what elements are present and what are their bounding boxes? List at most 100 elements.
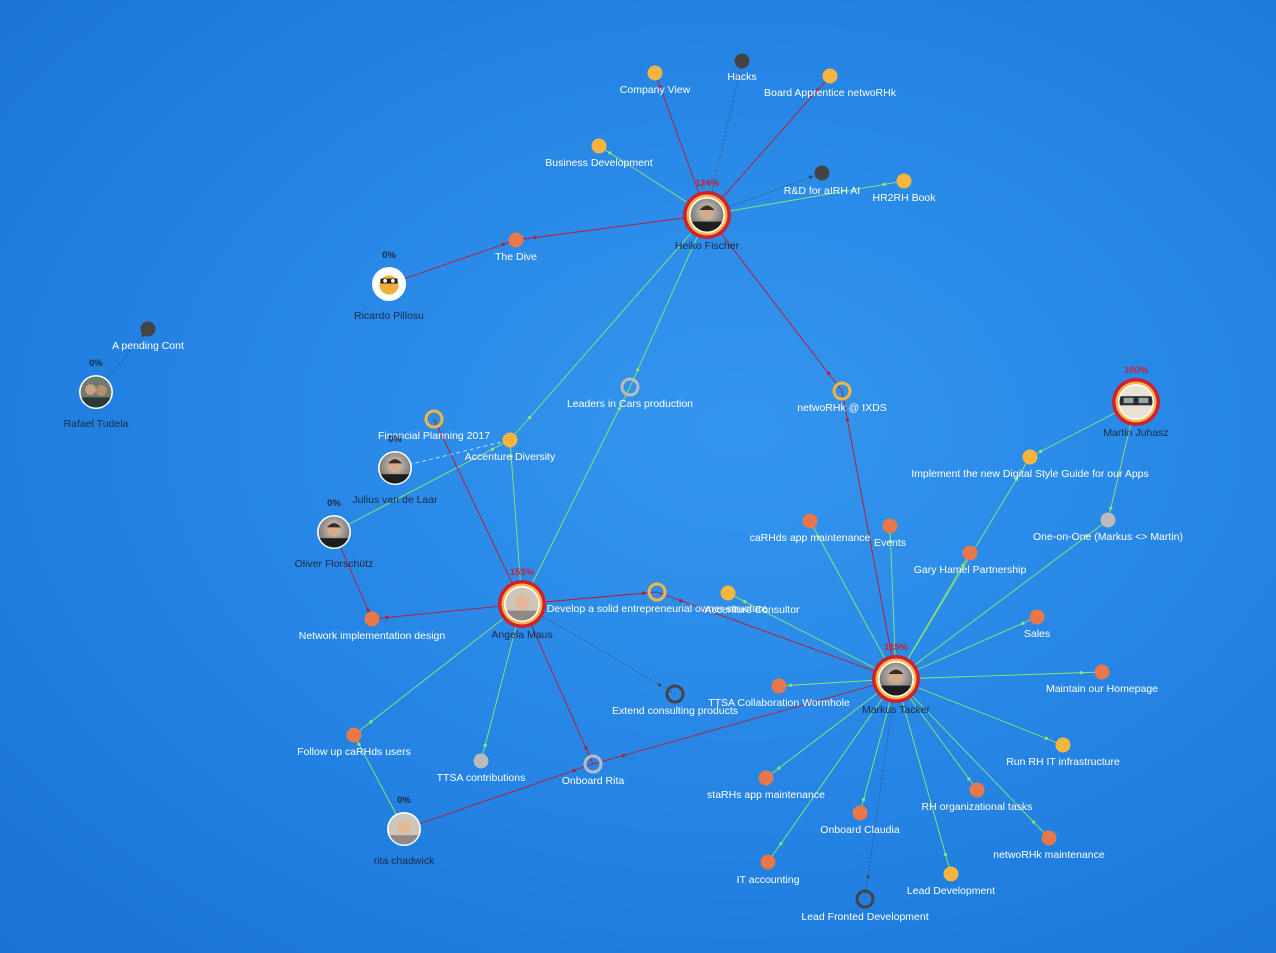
task-label: TTSA contributions <box>437 772 526 784</box>
person-node-martin[interactable]: 100% Martin Juhasz <box>1103 365 1168 439</box>
task-node-rd-airh[interactable]: R&D for aIRH AI <box>784 165 860 198</box>
task-node-acc-div[interactable]: Accenture Diversity <box>465 432 556 464</box>
task-dot-icon <box>1029 609 1045 625</box>
task-label: Business Development <box>545 157 652 169</box>
task-dot-icon <box>1094 664 1110 680</box>
task-node-ixds[interactable]: netwoRHk @ IXDS <box>797 381 887 414</box>
edge-marker <box>845 418 850 422</box>
task-label: Run RH IT infrastructure <box>1006 756 1120 768</box>
task-label: TTSA Collaboration Wormhole <box>708 697 850 709</box>
edge-markus-starhs <box>765 678 897 779</box>
utilization-percent: 100% <box>1124 365 1149 376</box>
task-node-lead-dev[interactable]: Lead Development <box>907 866 995 898</box>
person-node-markus[interactable]: 115% Markus Tacker <box>862 642 931 716</box>
task-dot-icon <box>802 513 818 529</box>
task-node-hacks[interactable]: Hacks <box>727 53 757 84</box>
edge-markus-events <box>889 525 897 680</box>
edge-rita-onboard_rita <box>403 763 594 830</box>
task-node-hr2rh[interactable]: HR2RH Book <box>872 173 936 205</box>
edge-markus-lead_dev <box>895 678 952 875</box>
edge-marker <box>1079 671 1083 675</box>
edge-angela-extend_consult <box>521 603 676 695</box>
task-node-sales[interactable]: Sales <box>1024 609 1050 641</box>
edge-marker <box>967 777 971 781</box>
task-node-pending[interactable]: A pending Cont <box>112 321 184 353</box>
edge-heiko-the_dive <box>515 214 708 241</box>
task-label: Follow up caRHds users <box>297 746 411 758</box>
edge-angela-follow_carhds <box>353 603 523 736</box>
task-node-entre-struct[interactable]: Develop a solid entrepreneurial owner st… <box>547 582 768 615</box>
edge-marker <box>483 743 487 747</box>
edge-marker <box>490 447 494 451</box>
task-node-leaders-cars[interactable]: Leaders in Cars production <box>567 377 693 410</box>
utilization-percent: 124% <box>695 178 720 189</box>
glasses-avatar <box>1119 385 1153 419</box>
task-node-company-view[interactable]: Company View <box>620 65 691 97</box>
woman-avatar <box>388 813 420 845</box>
edge-marker <box>533 235 537 240</box>
edge-markus-carhds_app <box>809 520 897 680</box>
task-node-network-impl[interactable]: Network implementation design <box>299 611 446 643</box>
task-dot-icon <box>771 678 787 694</box>
edge-marker <box>528 415 532 420</box>
person-name: Angela Maus <box>491 629 552 641</box>
person-node-rita[interactable]: 0% rita chadwick <box>374 795 435 867</box>
task-node-networhk-maint[interactable]: netwoRHk maintenance <box>993 830 1105 862</box>
edge-marker <box>658 85 662 89</box>
task-dot-icon <box>896 173 912 189</box>
task-node-starhs[interactable]: staRHs app maintenance <box>707 770 825 802</box>
person-node-angela[interactable]: 153% Angela Maus <box>491 567 552 641</box>
utilization-percent: 0% <box>382 250 396 261</box>
task-dot-icon <box>346 727 362 743</box>
edge-rita-follow_carhds <box>353 734 405 830</box>
task-dot-icon <box>852 805 868 821</box>
edge-marker <box>1021 621 1025 625</box>
task-node-board-app[interactable]: Board Apprentice netwoRHk <box>764 68 897 100</box>
task-node-biz-dev[interactable]: Business Development <box>545 138 653 170</box>
person-node-ricardo[interactable]: 0% Ricardo Pillosu <box>354 250 424 322</box>
task-node-acc-consult[interactable]: Accenture Consultor <box>704 585 800 617</box>
task-dot-icon <box>760 854 776 870</box>
person-name: Rafael Tudela <box>64 418 129 430</box>
task-label: R&D for aIRH AI <box>784 185 860 197</box>
edge-markus-homepage <box>895 671 1103 680</box>
task-node-one-on-one[interactable]: One-on-One (Markus <> Martin) <box>1033 512 1183 544</box>
task-node-fin-plan[interactable]: Financial Planning 2017 <box>378 409 490 442</box>
edge-marker <box>779 842 783 846</box>
person-node-julius[interactable]: 0% Julius van de Laar <box>352 434 438 506</box>
utilization-percent: 0% <box>388 434 402 445</box>
task-label: Gary Hamel Partnership <box>914 564 1027 576</box>
task-node-follow-carhds[interactable]: Follow up caRHds users <box>297 727 411 759</box>
task-node-it-accounting[interactable]: IT accounting <box>737 854 800 887</box>
edge-marker <box>743 600 747 604</box>
edge-angela-ttsa_contrib <box>480 603 523 762</box>
task-node-extend-consult[interactable]: Extend consulting products <box>612 684 738 717</box>
task-label: Hacks <box>727 71 756 83</box>
edge-julius-acc_div <box>394 439 511 469</box>
task-node-rh-it[interactable]: Run RH IT infrastructure <box>1006 737 1120 769</box>
task-node-gary-hamel[interactable]: Gary Hamel Partnership <box>914 545 1027 577</box>
task-node-lead-frontend[interactable]: Lead Fronted Development <box>801 889 929 923</box>
task-node-onboard-rita[interactable]: Onboard Rita <box>562 754 625 787</box>
task-node-homepage[interactable]: Maintain our Homepage <box>1046 664 1158 696</box>
task-dot-icon <box>814 165 830 181</box>
man-avatar <box>879 662 913 696</box>
task-node-the-dive[interactable]: The Dive <box>495 232 537 264</box>
edge-marker <box>658 683 662 687</box>
task-node-carhds-app[interactable]: caRHds app maintenance <box>750 513 871 545</box>
person-node-heiko[interactable]: 124% Heiko Fischer <box>675 178 740 252</box>
task-node-events[interactable]: Events <box>874 518 906 550</box>
person-node-oliver[interactable]: 0% Oliver Florschütz <box>295 498 374 570</box>
task-label: Maintain our Homepage <box>1046 683 1158 695</box>
task-dot-icon <box>720 585 736 601</box>
task-node-rh-org[interactable]: RH organizational tasks <box>922 782 1033 814</box>
task-label: The Dive <box>495 251 537 263</box>
edge-marker <box>1044 736 1048 741</box>
utilization-percent: 0% <box>89 358 103 369</box>
task-node-digital-style[interactable]: Implement the new Digital Style Guide fo… <box>911 449 1149 481</box>
person-node-rafael[interactable]: 0% Rafael Tudela <box>64 358 129 430</box>
task-node-onboard-claudia[interactable]: Onboard Claudia <box>820 805 900 837</box>
task-node-ttsa-worm[interactable]: TTSA Collaboration Wormhole <box>708 678 850 710</box>
task-node-ttsa-contrib[interactable]: TTSA contributions <box>437 753 526 785</box>
man-avatar <box>318 516 350 548</box>
